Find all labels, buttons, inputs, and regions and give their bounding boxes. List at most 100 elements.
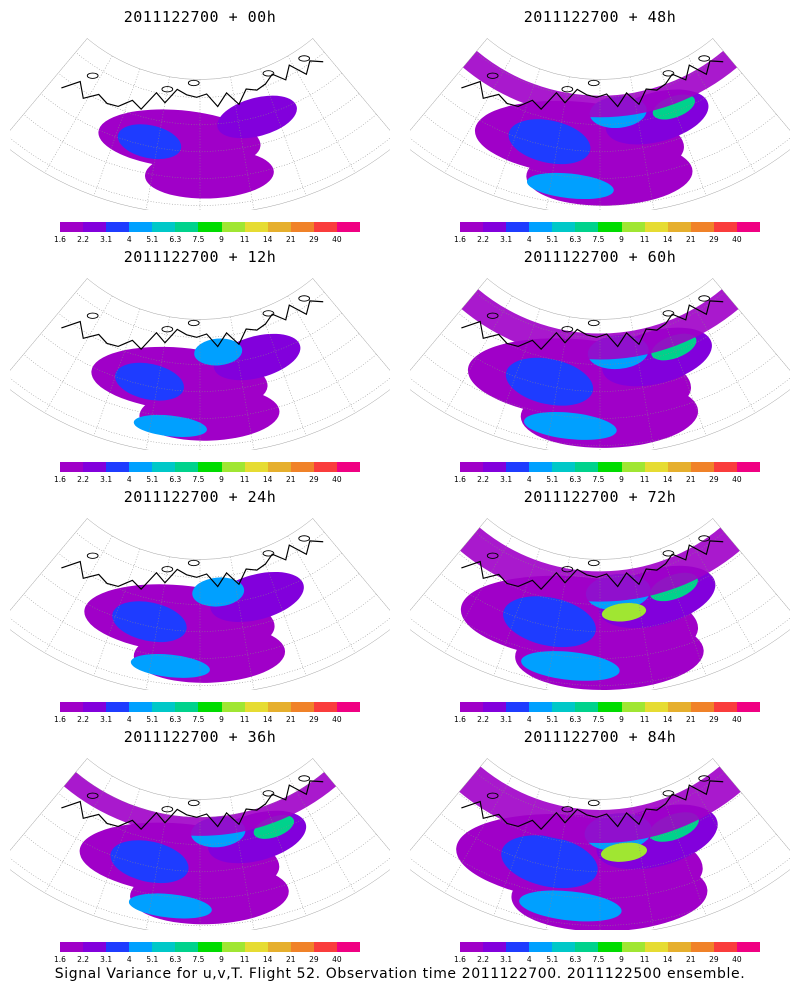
parallel-line — [458, 792, 742, 845]
color-bar-swatch — [152, 222, 176, 232]
panel-title: 2011122700 + 12h — [123, 248, 277, 266]
color-bar-label: 6.3 — [169, 475, 182, 484]
color-bar-label: 5.1 — [546, 715, 559, 724]
color-bar-label: 5.1 — [546, 475, 559, 484]
color-bar-swatch — [244, 222, 268, 232]
meridian-line — [630, 796, 655, 930]
color-bar-label: 5.1 — [146, 475, 159, 484]
color-bar-swatch — [198, 222, 222, 232]
island-outline — [262, 310, 275, 317]
color-bar — [60, 222, 361, 232]
color-bar-swatch — [106, 942, 130, 952]
color-bar-swatch — [713, 942, 737, 952]
color-bar-swatch — [483, 222, 507, 232]
variance-band — [63, 771, 337, 836]
color-bar-label: 7.5 — [192, 475, 205, 484]
parallel-line — [475, 532, 725, 578]
meridian-line — [545, 76, 570, 210]
color-bar-swatch — [598, 942, 622, 952]
color-bar-label: 9 — [619, 955, 624, 964]
variance-contour — [115, 362, 184, 401]
color-bar-swatch — [129, 702, 153, 712]
color-bar-label: 14 — [662, 235, 673, 244]
color-bar-swatch — [690, 222, 714, 232]
variance-contour — [526, 172, 614, 200]
parallel-line — [410, 134, 790, 206]
color-bar-labels: 1.6 2.2 3.1 4 5.1 6.3 7.5 9 11 14 21 29 40 — [452, 475, 768, 485]
variance-band — [460, 527, 740, 602]
color-bar-swatch — [713, 222, 737, 232]
color-bar-swatch — [175, 462, 199, 472]
parallel-line — [458, 72, 742, 125]
island-outline — [262, 790, 275, 797]
parallel-line — [10, 374, 390, 446]
map-boundary — [10, 278, 390, 450]
color-bar-label: 1.6 — [454, 475, 466, 484]
color-bar-label: 29 — [309, 235, 319, 244]
meridian-line — [312, 38, 390, 143]
meridian-line — [145, 796, 170, 930]
coastline — [61, 60, 324, 110]
color-bar-label: 29 — [309, 955, 319, 964]
color-bar-label: 5.1 — [146, 955, 159, 964]
color-bar-labels: 1.6 2.2 3.1 4 5.1 6.3 7.5 9 11 14 21 29 40 — [52, 235, 368, 245]
color-bar-label: 2.2 — [477, 235, 490, 244]
color-bar-label: 7.5 — [592, 475, 605, 484]
parallel-line — [75, 52, 325, 98]
island-outline — [587, 559, 600, 567]
color-bar-label: 6.3 — [169, 955, 182, 964]
coastline — [461, 540, 724, 590]
variance-contour — [600, 842, 648, 862]
coastline — [61, 540, 324, 590]
color-bar-swatch — [667, 222, 691, 232]
color-bar-label: 7.5 — [192, 715, 205, 724]
variance-contour — [117, 124, 182, 160]
color-bar-label: 21 — [285, 475, 296, 484]
color-bar-label: 3.1 — [100, 475, 113, 484]
color-bar — [60, 462, 361, 472]
color-bar-swatch — [621, 462, 645, 472]
color-bar-swatch — [552, 222, 576, 232]
meridian-line — [312, 518, 390, 623]
meridian-line — [44, 55, 113, 174]
variance-map — [410, 518, 790, 690]
meridian-line — [659, 788, 707, 916]
meridian-line — [145, 76, 170, 210]
variance-contour — [521, 651, 620, 681]
meridian-line — [312, 278, 390, 383]
island-outline — [262, 550, 275, 557]
color-bar-label: 9 — [219, 955, 224, 964]
color-bar-swatch — [713, 702, 737, 712]
variance-band — [461, 289, 739, 360]
color-bar — [460, 222, 761, 232]
variance-contour — [508, 119, 591, 165]
color-bar-swatch — [313, 942, 337, 952]
map-panel: 2011122700 + 60h 1.6 2.2 3.1 4 5.1 6.3 7.5 9 11 14… — [400, 240, 800, 485]
color-bar-label: 5.1 — [546, 955, 559, 964]
color-bar-label: 21 — [285, 955, 296, 964]
color-bar-label: 21 — [685, 955, 696, 964]
map-boundary — [410, 758, 790, 930]
island-outline — [698, 775, 711, 782]
color-bar-label: 3.1 — [500, 235, 513, 244]
island-outline — [698, 535, 711, 542]
map-panel: 2011122700 + 72h 1.6 2.2 3.1 4 5.1 6.3 7.5 9 11 14… — [400, 480, 800, 725]
variance-contour — [112, 601, 187, 643]
color-bar-swatch — [690, 702, 714, 712]
parallel-line — [58, 552, 342, 605]
parallel-line — [410, 374, 790, 446]
color-bar-swatch — [667, 462, 691, 472]
meridian-line — [10, 278, 88, 383]
color-bar-swatch — [621, 702, 645, 712]
variance-contour — [505, 357, 594, 406]
color-bar-swatch — [129, 462, 153, 472]
color-bar-label: 40 — [332, 955, 342, 964]
parallel-line — [423, 114, 777, 179]
color-bar-swatch — [644, 942, 668, 952]
variance-contour — [519, 890, 622, 922]
color-bar-swatch — [529, 462, 553, 472]
coastline — [461, 300, 724, 350]
map-panel: 2011122700 + 00h 1.6 2.2 3.1 4 5.1 6.3 7.5 9 11 14… — [0, 0, 400, 245]
color-bar-label: 29 — [709, 235, 719, 244]
color-bar-swatch — [290, 222, 314, 232]
